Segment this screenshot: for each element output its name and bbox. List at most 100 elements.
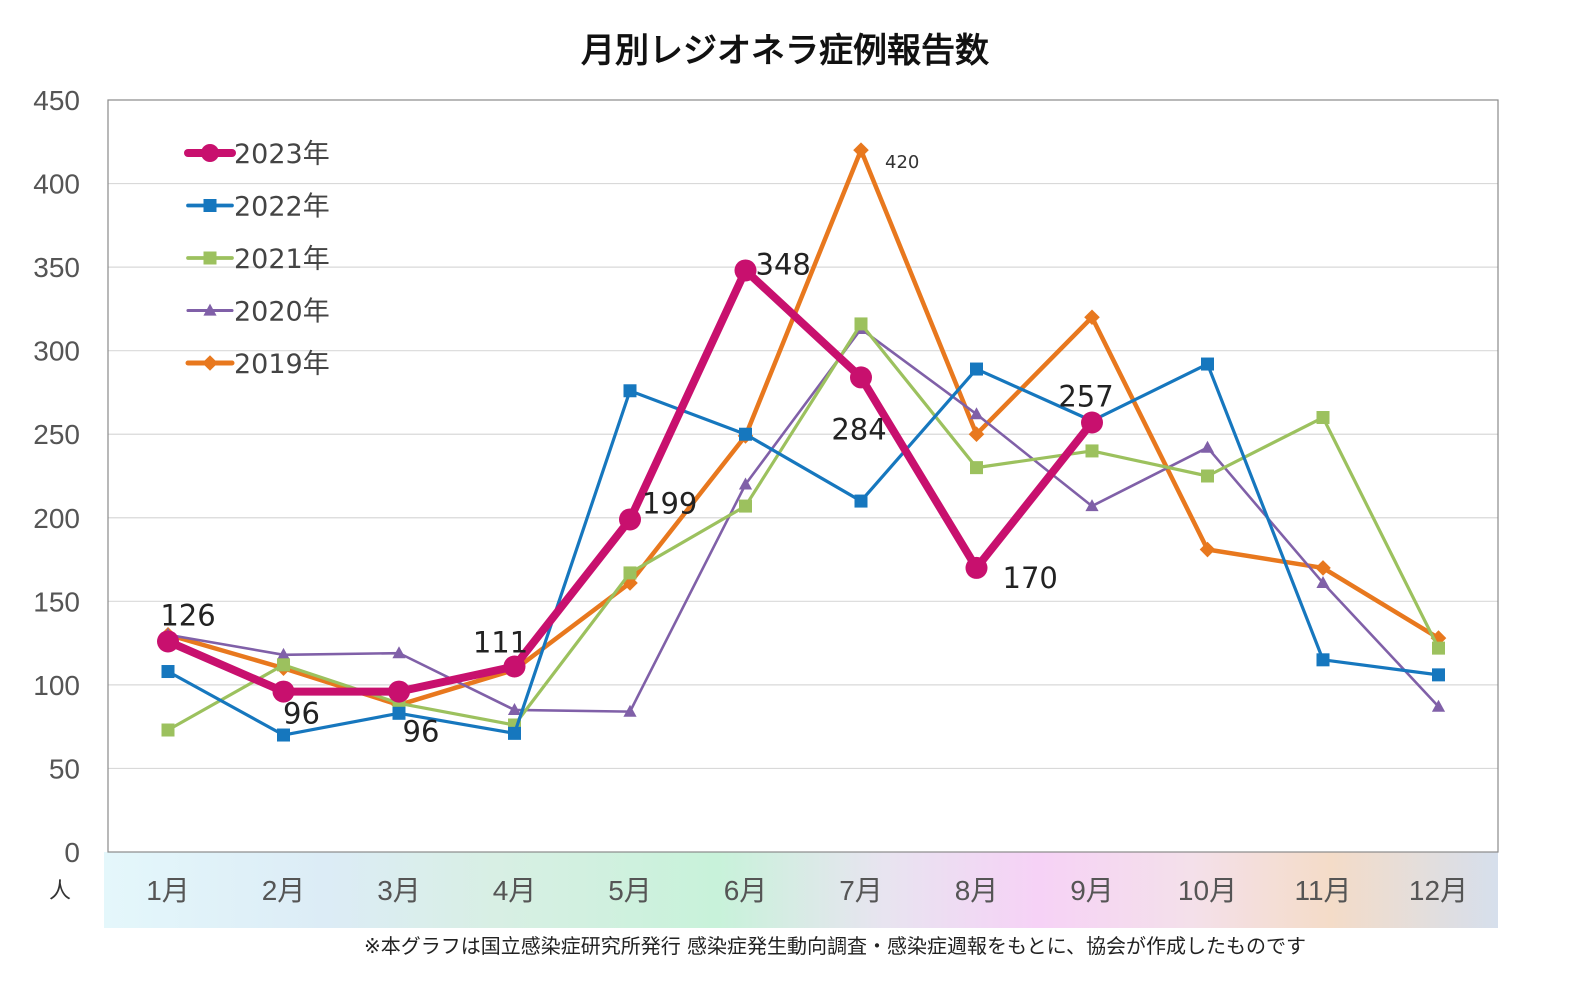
data-point: [157, 630, 179, 653]
data-point: [1201, 357, 1214, 371]
data-point: [1432, 641, 1445, 655]
data-point: [734, 259, 757, 282]
x-axis-band: [104, 852, 1498, 928]
y-tick-label: 350: [33, 252, 80, 283]
data-point: [1085, 499, 1099, 512]
data-point: [503, 655, 526, 678]
data-label: 96: [403, 715, 440, 749]
data-label: 420: [885, 152, 919, 173]
data-point: [1431, 699, 1446, 712]
plot-area-border: [107, 99, 1499, 853]
data-point: [161, 665, 175, 679]
data-point: [392, 646, 406, 659]
chart-title: 月別レジオネラ症例報告数: [581, 31, 989, 71]
data-point: [850, 366, 872, 389]
data-point: [739, 499, 752, 513]
y-tick-label: 400: [33, 169, 80, 200]
data-labels: 126 96 96 111 199 348 284 170 257 420: [160, 152, 1113, 748]
legend-item: 2022年: [186, 192, 330, 223]
data-point: [388, 680, 410, 703]
data-point: [1200, 440, 1215, 453]
series-line: [166, 322, 1441, 732]
y-tick-label: 300: [33, 336, 80, 367]
legend-item: 2020年: [186, 297, 330, 328]
data-label: 199: [642, 486, 697, 520]
series-2020年: [161, 322, 1446, 717]
x-tick-label: 10月: [1178, 875, 1237, 906]
y-tick-label: 50: [49, 753, 80, 784]
data-point: [272, 680, 295, 703]
x-tick-label: 2月: [262, 875, 306, 906]
legend-marker: [203, 199, 217, 212]
data-point: [968, 426, 985, 443]
series-line: [166, 362, 1441, 737]
y-tick-label: 250: [33, 419, 80, 450]
data-point: [508, 726, 521, 740]
data-label: 126: [160, 598, 215, 632]
series-2019年: [160, 142, 1447, 713]
data-point: [1085, 444, 1099, 458]
legend-label: 2019年: [234, 349, 330, 380]
y-tick-label: 200: [33, 503, 80, 534]
data-point: [623, 384, 637, 398]
data-point: [1081, 411, 1103, 434]
x-tick-label: 9月: [1070, 875, 1114, 906]
data-point: [970, 461, 983, 475]
data-point: [738, 477, 753, 490]
data-point: [277, 658, 290, 672]
legend-label: 2023年: [234, 139, 330, 170]
data-point: [854, 494, 868, 508]
legend: 2023年 2022年 2021年 2020年 2019年: [184, 139, 330, 380]
data-label: 348: [756, 247, 811, 281]
x-tick-label: 5月: [608, 875, 652, 906]
y-axis-unit: 人: [49, 879, 71, 904]
x-tick-label: 8月: [955, 875, 999, 906]
series-line: [164, 266, 1096, 696]
legend-label: 2021年: [234, 244, 330, 275]
legend-item: 2023年: [184, 139, 330, 170]
data-point: [623, 704, 637, 717]
series-line: [165, 147, 1441, 708]
data-point: [969, 407, 984, 420]
data-point: [276, 647, 291, 660]
data-point: [623, 566, 637, 580]
series-2023年: [157, 259, 1103, 703]
data-point: [1316, 411, 1330, 425]
legend-label: 2020年: [234, 297, 330, 328]
series-line: [166, 327, 1440, 713]
x-axis-ticks: 1月 2月 3月 4月 5月 6月 7月 8月 9月 10月 11月 12月: [146, 875, 1468, 906]
x-tick-label: 11月: [1294, 875, 1351, 906]
x-tick-label: 6月: [724, 875, 768, 906]
y-tick-label: 150: [33, 586, 80, 617]
data-label: 170: [1003, 561, 1058, 595]
series-2022年: [161, 357, 1445, 742]
legend-item: 2019年: [185, 349, 330, 380]
legend-marker: [202, 355, 218, 371]
footnote: ※本グラフは国立感染症研究所発行 感染症発生動向調査・感染症週報をもとに、協会が…: [364, 934, 1306, 958]
data-point: [1199, 541, 1216, 558]
data-point: [392, 706, 406, 720]
x-tick-label: 7月: [839, 875, 883, 906]
data-point: [965, 556, 988, 579]
x-tick-label: 12月: [1409, 875, 1468, 906]
x-tick-label: 3月: [377, 875, 421, 906]
data-point: [1315, 560, 1331, 576]
series-2021年: [161, 317, 1445, 737]
data-label: 284: [831, 412, 886, 446]
x-tick-label: 4月: [493, 875, 537, 906]
data-point: [619, 508, 641, 531]
data-label: 96: [283, 697, 320, 731]
data-point: [739, 427, 752, 441]
y-tick-label: 100: [33, 670, 80, 701]
legend-marker: [203, 251, 217, 265]
legend-label: 2022年: [234, 192, 330, 223]
data-point: [970, 362, 983, 376]
data-point: [507, 703, 522, 716]
legend-marker: [201, 144, 219, 162]
data-label: 111: [473, 626, 528, 660]
series-layer: [157, 142, 1447, 742]
data-point: [277, 728, 290, 742]
legend-item: 2021年: [186, 244, 330, 275]
data-point: [1201, 469, 1214, 483]
